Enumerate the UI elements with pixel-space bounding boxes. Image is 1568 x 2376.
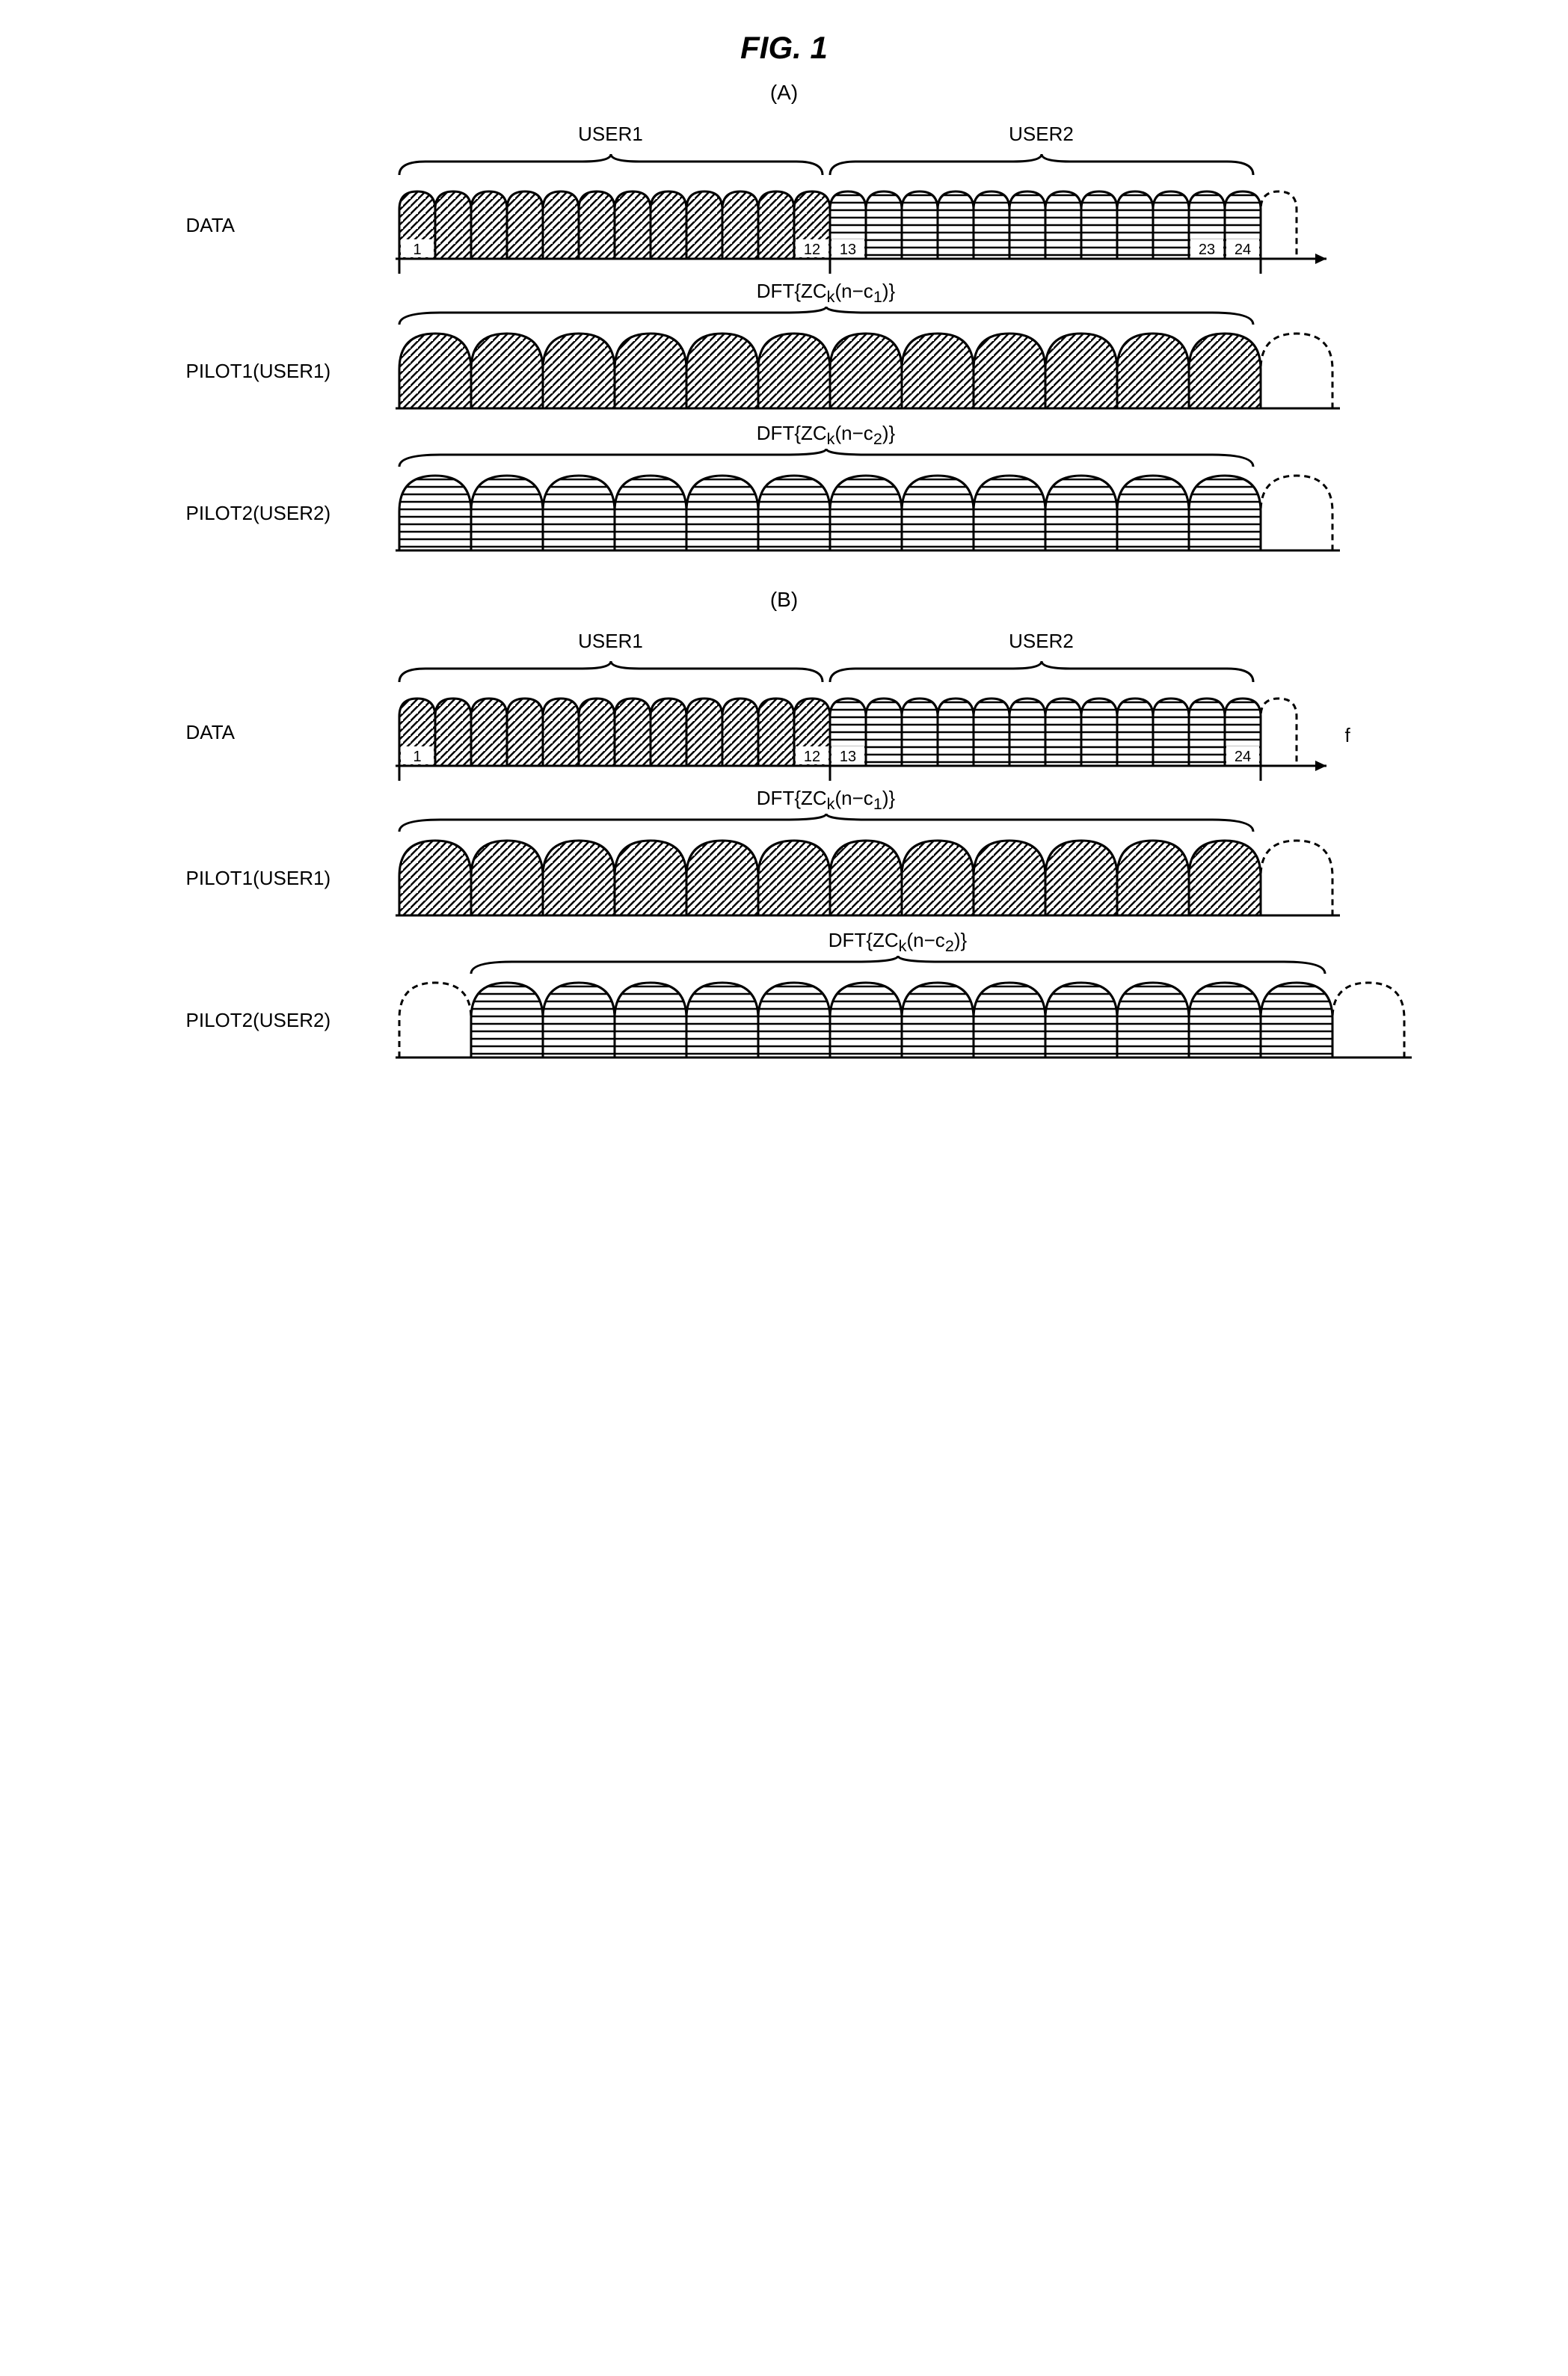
user-brace-row-a: USER1 USER2 xyxy=(396,127,1383,154)
pilot2-row-b: PILOT2(USER2) xyxy=(186,975,1383,1065)
pilot1-label-a: PILOT1(USER1) xyxy=(186,360,396,383)
svg-text:12: 12 xyxy=(803,749,820,765)
svg-text:1: 1 xyxy=(413,749,421,765)
figure-title: FIG. 1 xyxy=(30,30,1538,66)
dft-label-pilot1-a: DFT{ZCk(n−c1)} xyxy=(396,280,1383,307)
pilot1-svg-a xyxy=(396,326,1383,416)
data-label-a: DATA xyxy=(186,214,396,237)
pilot1-row-b: PILOT1(USER1) xyxy=(186,833,1383,923)
pilot1-svg-b xyxy=(396,833,1383,923)
subfig-a-label: (A) xyxy=(30,81,1538,105)
subfig-b-label: (B) xyxy=(30,588,1538,612)
subfig-b: USER1 USER2 DATA 1 12 13 24 f DFT{ZCk(n−c1)… xyxy=(186,634,1383,1065)
pilot2-row-a: PILOT2(USER2) xyxy=(186,468,1383,558)
svg-text:24: 24 xyxy=(1234,242,1250,258)
pilot2-label-a: PILOT2(USER2) xyxy=(186,502,396,525)
axis-label-b: f xyxy=(1345,724,1350,747)
brace-pilot2-b xyxy=(396,956,1442,975)
data-label-b: DATA xyxy=(186,721,396,744)
data-row-b: DATA 1 12 13 24 f xyxy=(186,684,1383,781)
brace-pilot1-b xyxy=(396,814,1368,833)
dft-label-pilot1-b: DFT{ZCk(n−c1)} xyxy=(396,787,1383,814)
data-svg-b: 1 12 13 24 xyxy=(396,684,1338,781)
subfig-a: USER1 USER2 DATA 1 12 13 23 24 DFT{ZCk(n−c1)… xyxy=(186,127,1383,558)
pilot2-svg-b xyxy=(396,975,1457,1065)
brace-curves-b xyxy=(396,661,1368,684)
pilot2-label-b: PILOT2(USER2) xyxy=(186,1009,396,1032)
user-brace-row-b: USER1 USER2 xyxy=(396,634,1383,661)
dft-label-pilot2-a: DFT{ZCk(n−c2)} xyxy=(396,422,1383,449)
user1-label-a: USER1 xyxy=(578,123,643,145)
svg-text:1: 1 xyxy=(413,242,421,258)
svg-text:23: 23 xyxy=(1198,242,1214,258)
svg-text:12: 12 xyxy=(803,242,820,258)
data-svg-a: 1 12 13 23 24 xyxy=(396,176,1383,274)
pilot2-svg-a xyxy=(396,468,1383,558)
svg-text:13: 13 xyxy=(839,749,855,765)
user1-label-b: USER1 xyxy=(578,630,643,652)
svg-text:13: 13 xyxy=(839,242,855,258)
brace-pilot1-a xyxy=(396,307,1368,326)
svg-text:24: 24 xyxy=(1234,749,1250,765)
user2-label-a: USER2 xyxy=(1009,123,1074,145)
user2-label-b: USER2 xyxy=(1009,630,1074,652)
dft-label-pilot2-b: DFT{ZCk(n−c2)} xyxy=(396,929,1383,956)
brace-pilot2-a xyxy=(396,449,1368,468)
data-row-a: DATA 1 12 13 23 24 xyxy=(186,176,1383,274)
brace-curves-a xyxy=(396,154,1368,176)
pilot1-label-b: PILOT1(USER1) xyxy=(186,867,396,890)
pilot1-row-a: PILOT1(USER1) xyxy=(186,326,1383,416)
